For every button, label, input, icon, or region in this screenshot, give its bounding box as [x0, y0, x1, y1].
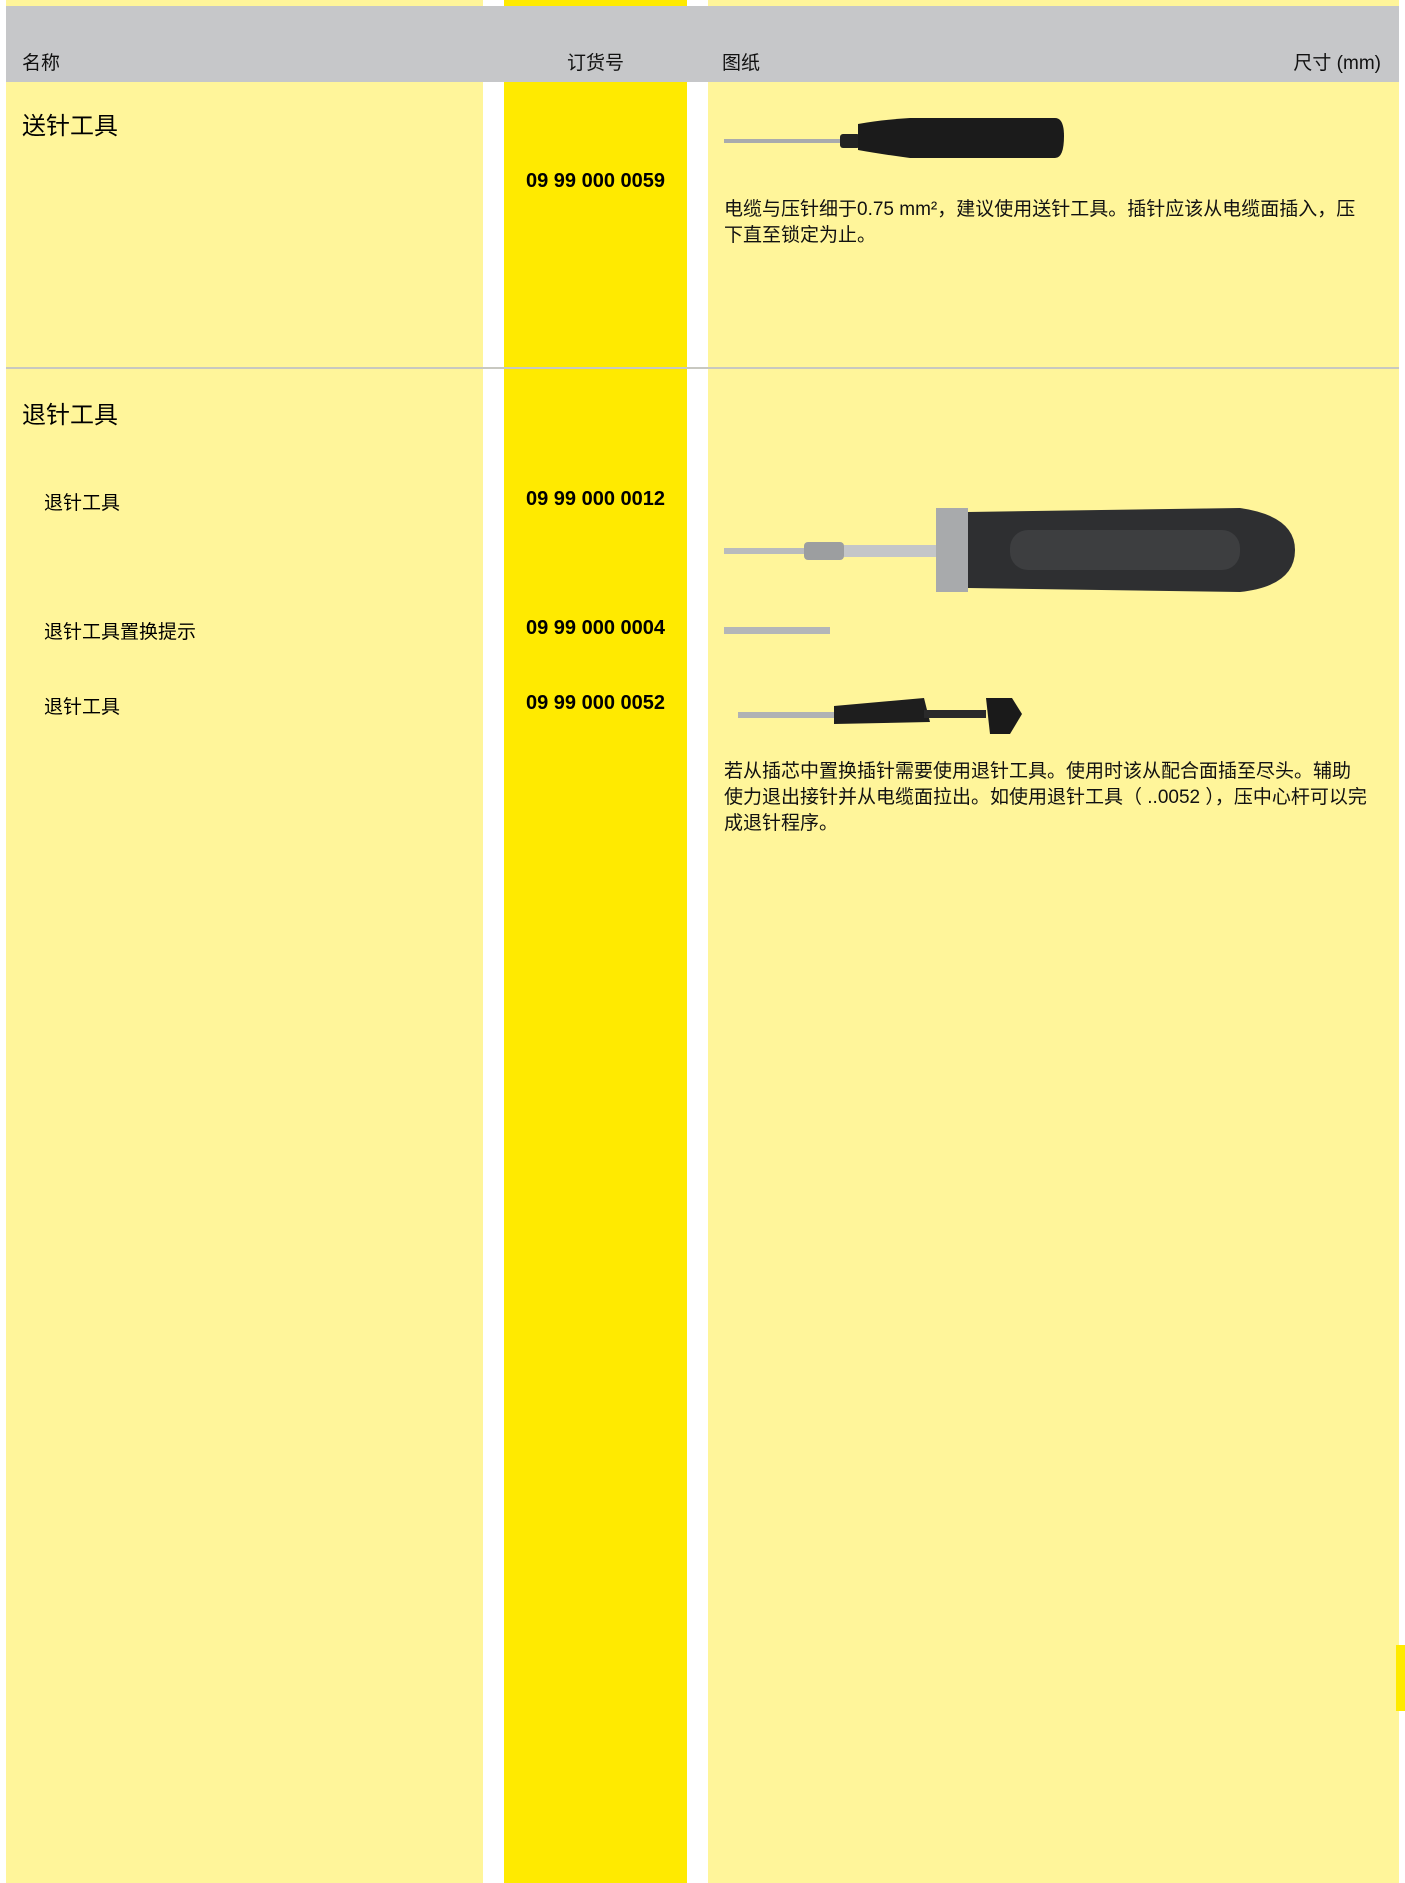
order-number: 09 99 000 0059	[525, 170, 666, 192]
description: 电缆与压针细于0.75 mm²，建议使用送针工具。插针应该从电缆面插入，压下直至…	[724, 199, 1356, 246]
item-name: 退针工具	[44, 493, 121, 514]
header-dimensions: 尺寸 (mm)	[1293, 53, 1381, 74]
header-drawing: 图纸	[722, 53, 761, 74]
page-tab	[1396, 1645, 1405, 1711]
replacement-tip-image	[724, 627, 830, 634]
order-number: 09 99 000 0012	[525, 488, 666, 510]
section-title: 送针工具	[22, 113, 118, 140]
row-divider	[6, 367, 1399, 369]
order-column	[504, 0, 687, 1883]
order-number: 09 99 000 0052	[525, 692, 666, 714]
header-bar	[6, 6, 1399, 82]
section-title: 退针工具	[22, 402, 118, 429]
item-name: 退针工具置换提示	[44, 622, 197, 643]
name-column	[6, 0, 483, 1883]
header-name: 名称	[22, 53, 61, 74]
description: 若从插芯中置换插针需要使用退针工具。使用时该从配合面插至尽头。辅助使力退出接针并…	[724, 761, 1367, 834]
order-number: 09 99 000 0004	[525, 617, 666, 639]
insertion-tool-image	[724, 118, 1064, 158]
item-name: 退针工具	[44, 697, 121, 718]
extraction-tool-2-image	[738, 698, 1022, 734]
drawing-column	[708, 0, 1399, 1883]
header-order: 订货号	[566, 53, 624, 74]
extraction-tool-image	[724, 508, 1295, 592]
